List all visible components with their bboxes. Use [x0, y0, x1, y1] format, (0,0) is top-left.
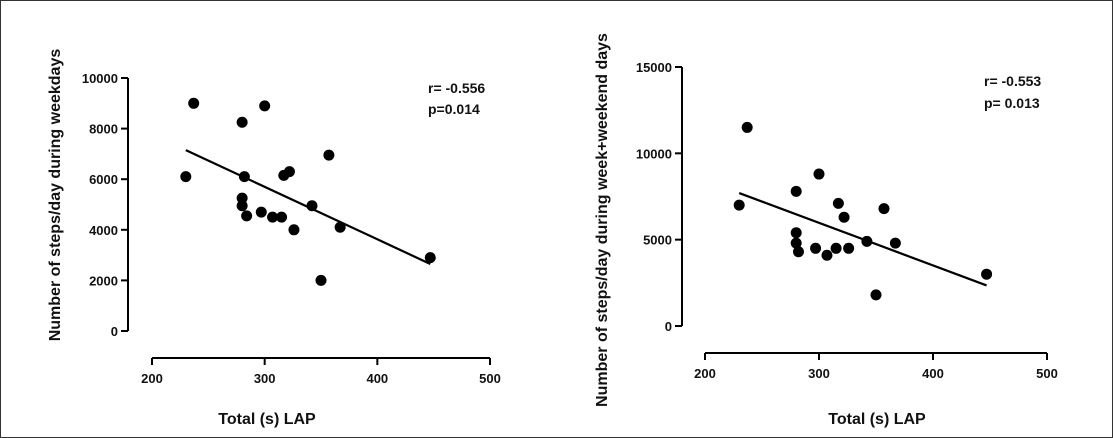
data-point — [288, 224, 300, 236]
x-tick-label: 400 — [366, 371, 388, 386]
data-point — [255, 206, 267, 218]
data-point — [276, 211, 288, 223]
x-tick-label: 200 — [141, 371, 163, 386]
data-point — [236, 192, 248, 204]
data-point — [790, 227, 802, 239]
chart-panel-week-weekend: Total (s) LAP Number of steps/day during… — [594, 33, 1058, 428]
data-point — [861, 235, 873, 247]
data-point — [180, 171, 192, 183]
y-tick-label: 6000 — [89, 172, 118, 187]
y-tick-label: 8000 — [89, 122, 118, 137]
data-point — [424, 252, 436, 264]
data-point — [236, 116, 248, 128]
data-point — [741, 121, 753, 133]
x-axis-title: Total (s) LAP — [218, 411, 316, 428]
data-point — [790, 185, 802, 197]
p-value-annotation: p= 0.013 — [984, 95, 1040, 111]
data-point — [830, 242, 842, 254]
data-point — [241, 210, 253, 222]
x-axis-title: Total (s) LAP — [828, 411, 926, 428]
data-point — [267, 211, 279, 223]
y-tick-label: 10000 — [82, 71, 118, 86]
data-point — [832, 197, 844, 209]
data-point — [878, 203, 890, 215]
r-value-annotation: r= -0.556 — [428, 80, 485, 96]
p-value-annotation: p=0.014 — [428, 101, 480, 117]
data-point — [188, 97, 200, 109]
y-tick-label: 5000 — [643, 233, 672, 248]
data-point — [283, 166, 295, 178]
x-tick-label: 200 — [694, 366, 716, 381]
y-tick-label: 4000 — [89, 223, 118, 238]
data-point — [792, 246, 804, 258]
x-tick-label: 500 — [1036, 366, 1058, 381]
y-axis-title: Number of steps/day during weekdays — [47, 49, 64, 342]
data-point — [306, 200, 318, 212]
chart-panel-weekdays: Total (s) LAP Number of steps/day during… — [47, 49, 501, 428]
y-tick-label: 0 — [111, 324, 118, 339]
data-point — [981, 268, 993, 280]
data-point — [259, 100, 271, 112]
x-tick-label: 500 — [479, 371, 501, 386]
y-tick-label: 2000 — [89, 273, 118, 288]
y-tick-label: 0 — [665, 319, 672, 334]
r-value-annotation: r= -0.553 — [984, 73, 1041, 89]
data-point — [236, 200, 248, 212]
x-tick-label: 300 — [254, 371, 276, 386]
data-point — [733, 199, 745, 211]
data-point — [790, 237, 802, 249]
x-tick-label: 300 — [808, 366, 830, 381]
data-point — [870, 289, 882, 301]
data-point — [323, 149, 335, 161]
data-point — [889, 237, 901, 249]
y-tick-label: 10000 — [636, 146, 672, 161]
data-point — [810, 242, 822, 254]
data-point — [821, 249, 833, 261]
y-axis-title: Number of steps/day during week+weekend … — [594, 33, 611, 407]
data-point — [238, 171, 250, 183]
x-tick-label: 400 — [922, 366, 944, 381]
y-tick-label: 15000 — [636, 60, 672, 75]
data-point — [838, 211, 850, 223]
data-point — [813, 168, 825, 180]
data-point — [315, 274, 327, 286]
data-point — [843, 242, 855, 254]
data-point — [334, 221, 346, 233]
